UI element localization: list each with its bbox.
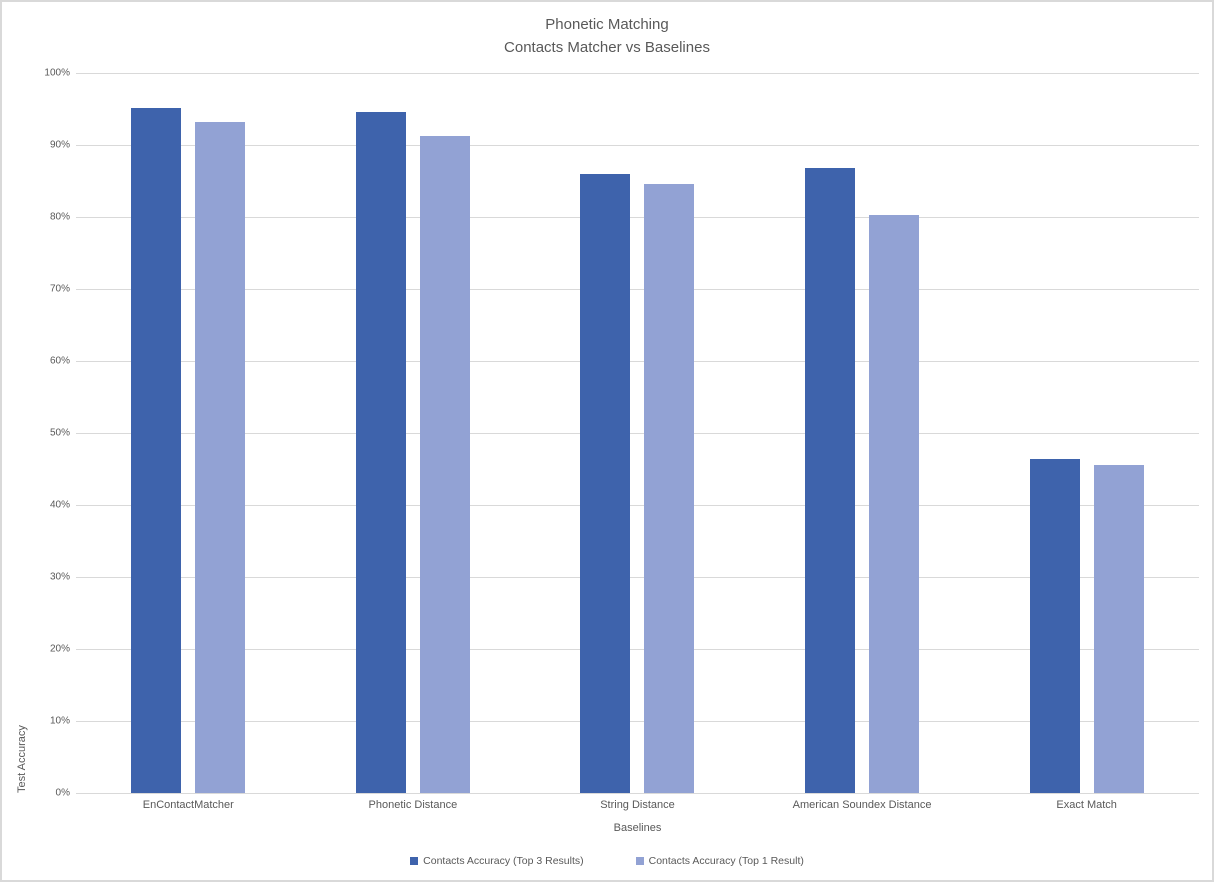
gridline-70 <box>76 288 1199 290</box>
chart-title-line-1: Phonetic Matching <box>545 16 669 33</box>
legend-label-0: Contacts Accuracy (Top 3 Results) <box>423 855 584 867</box>
legend-item-0: Contacts Accuracy (Top 3 Results) <box>410 855 584 867</box>
y-tick-label-50: 50% <box>49 427 70 439</box>
x-axis-title: Baselines <box>613 822 662 834</box>
y-tick-label-0: 0% <box>55 787 70 799</box>
x-tick-label-4: Exact Match <box>1056 799 1117 811</box>
y-tick-label-40: 40% <box>49 499 70 511</box>
bar-series-1-american-soundex-distance <box>869 214 920 793</box>
legend-swatch-0 <box>410 857 419 865</box>
bar-group-0 <box>76 73 301 793</box>
bar-series-0-american-soundex-distance <box>805 168 856 793</box>
gridline-30 <box>76 576 1199 578</box>
y-axis-title: Test Accuracy <box>16 725 28 793</box>
x-tick-label-2: String Distance <box>600 799 675 811</box>
gridline-100 <box>76 72 1199 74</box>
bars-layer <box>76 73 1199 793</box>
y-tick-label-60: 60% <box>49 355 70 367</box>
legend: Contacts Accuracy (Top 3 Results) Contact… <box>2 855 1212 867</box>
legend-label-1: Contacts Accuracy (Top 1 Result) <box>648 855 804 867</box>
y-tick-label-100: 100% <box>44 67 70 79</box>
bar-group-2 <box>525 73 750 793</box>
y-tick-label-70: 70% <box>49 283 70 295</box>
gridline-0 <box>76 792 1199 794</box>
y-tick-label-20: 20% <box>49 643 70 655</box>
bar-series-0-encontactmatcher <box>131 107 182 793</box>
bar-group-4 <box>974 73 1199 793</box>
bar-series-1-phonetic-distance <box>419 135 470 793</box>
x-tick-label-0: EnContactMatcher <box>142 799 234 811</box>
bar-series-1-exact-match <box>1093 465 1144 793</box>
gridline-40 <box>76 504 1199 506</box>
gridline-50 <box>76 432 1199 434</box>
bar-series-0-exact-match <box>1029 458 1080 793</box>
chart-title: Phonetic Matching Contacts Matcher vs Ba… <box>2 13 1212 59</box>
gridline-20 <box>76 648 1199 650</box>
x-tick-label-3: American Soundex Distance <box>792 799 932 811</box>
gridline-10 <box>76 720 1199 722</box>
y-tick-label-90: 90% <box>49 139 70 151</box>
gridlines-layer: 0% 10% 20% 30% 40% 50% 60% 70% 80% 90% 100% <box>44 68 1199 799</box>
gridline-80 <box>76 216 1199 218</box>
x-axis-tick-labels: EnContactMatcher Phonetic Distance String … <box>76 799 1199 811</box>
chart-title-line-2: Contacts Matcher vs Baselines <box>504 39 710 56</box>
gridline-90 <box>76 144 1199 146</box>
legend-item-1: Contacts Accuracy (Top 1 Result) <box>635 855 804 867</box>
plot-area: 0% 10% 20% 30% 40% 50% 60% 70% 80% 90% 100% <box>44 68 1199 799</box>
gridline-60 <box>76 360 1199 362</box>
bar-group-1 <box>301 73 526 793</box>
bar-series-0-string-distance <box>580 173 631 793</box>
y-tick-label-10: 10% <box>49 715 70 727</box>
bar-series-0-phonetic-distance <box>355 111 406 793</box>
bar-group-3 <box>750 73 975 793</box>
x-tick-label-1: Phonetic Distance <box>368 799 458 811</box>
y-tick-label-30: 30% <box>49 571 70 583</box>
bar-series-1-encontactmatcher <box>195 121 246 793</box>
y-tick-label-80: 80% <box>49 211 70 223</box>
bar-series-1-string-distance <box>644 183 695 793</box>
legend-swatch-1 <box>635 857 644 865</box>
